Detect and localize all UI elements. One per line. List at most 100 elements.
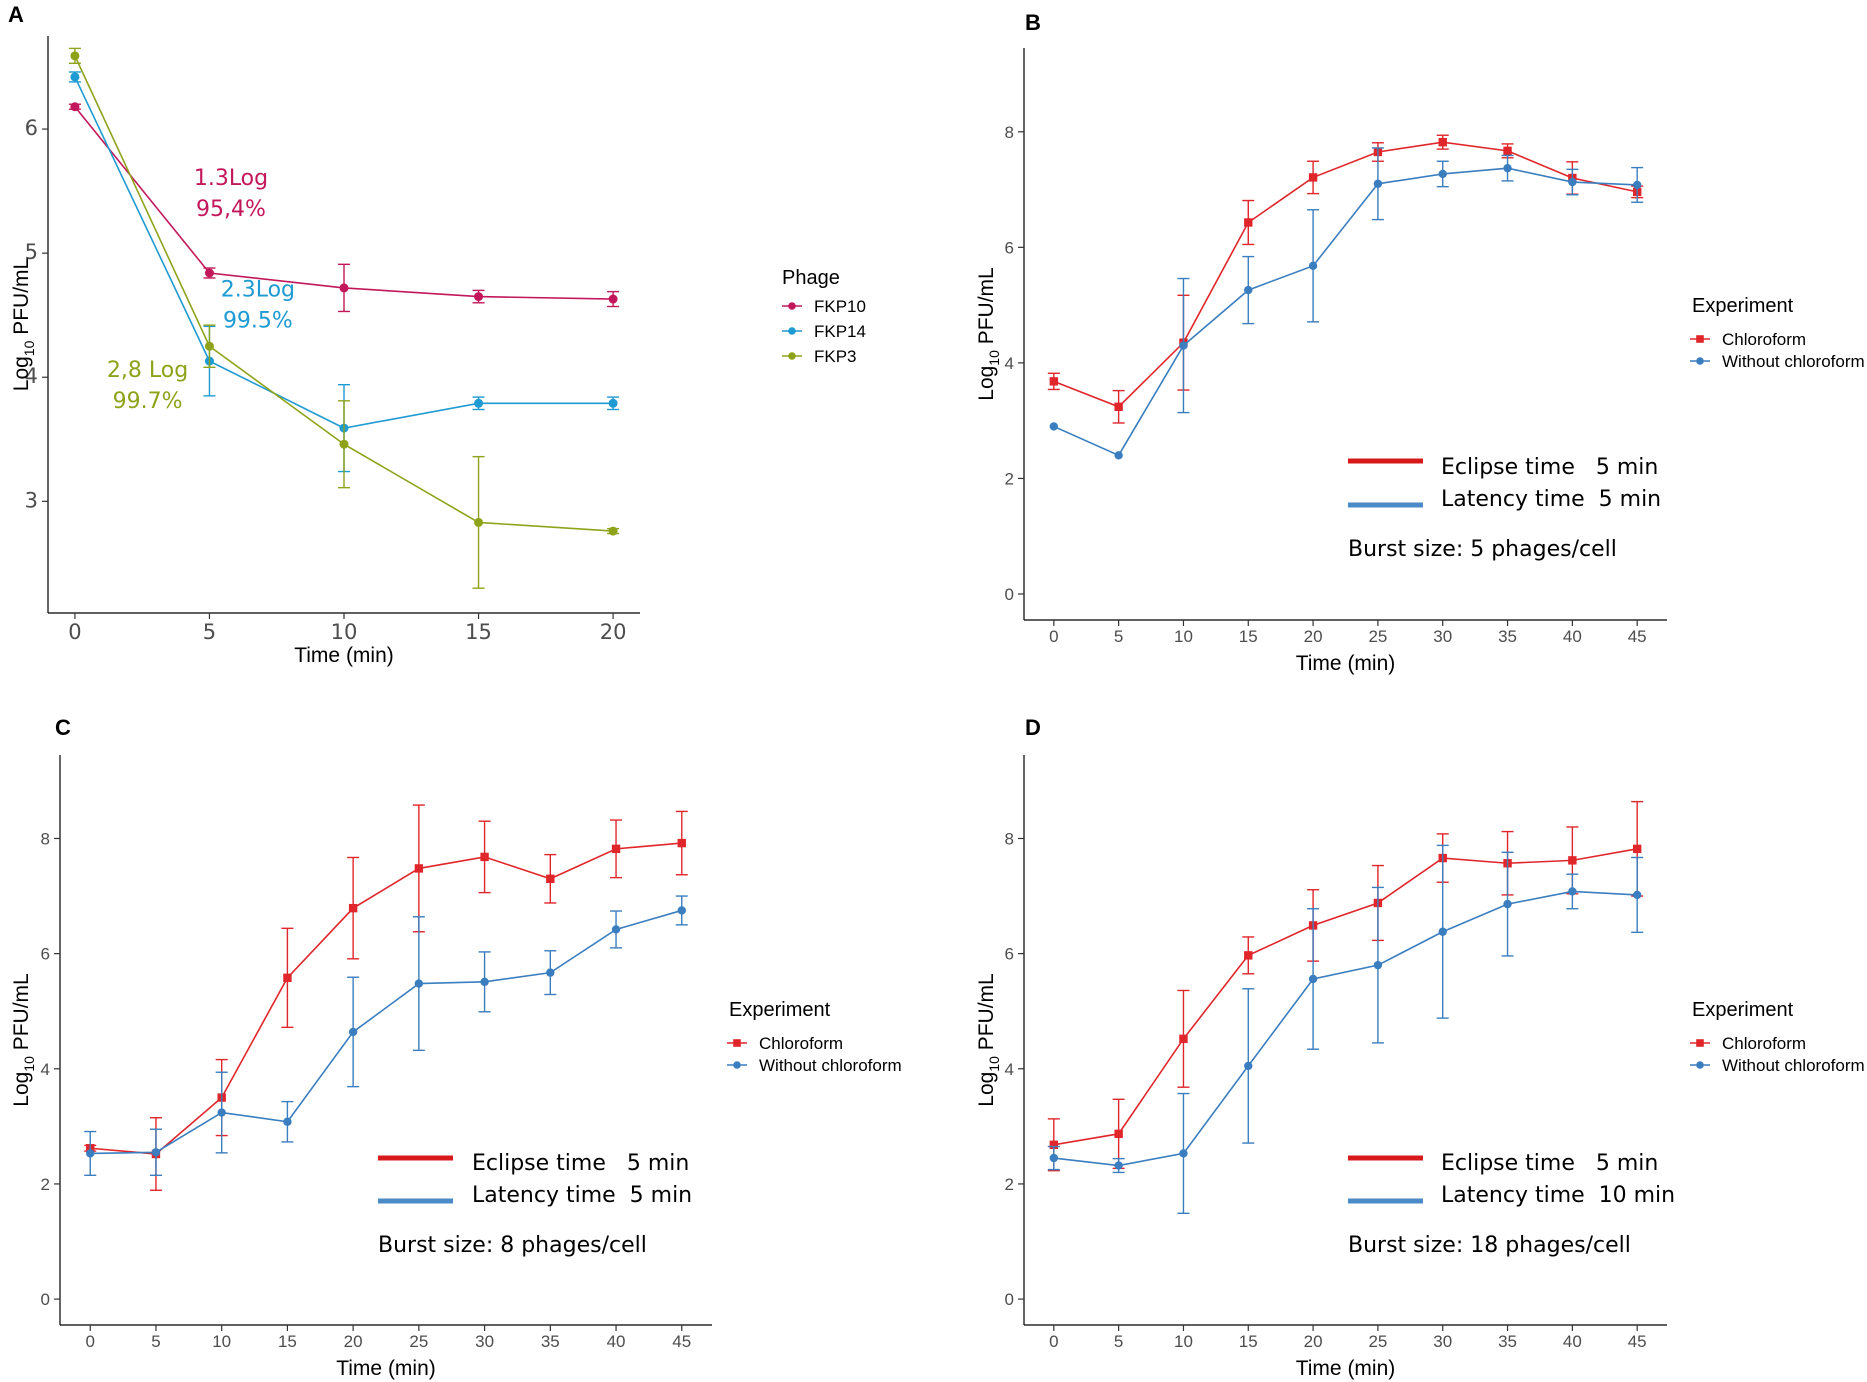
panel-a-data-point	[608, 526, 618, 536]
panel-d-data-point	[1503, 899, 1512, 909]
panel-b-x-tick-label: 30	[1433, 627, 1452, 646]
legend-item: Chloroform	[727, 1034, 843, 1053]
panel-a-annotation-text: 95,4%	[196, 197, 266, 222]
legend-item: FKP3	[782, 347, 857, 366]
panel-b-y-tick-label: 4	[1005, 354, 1014, 373]
legend-item: FKP14	[782, 322, 866, 341]
panel-d-legend-items: Chloroform Without chloroform	[1690, 1034, 1865, 1075]
panel-b-x-tick-label: 45	[1628, 627, 1647, 646]
panel-c-data-point	[611, 925, 621, 934]
panel-c-x-tick-label: 45	[672, 1332, 691, 1351]
panel-d-data-point	[1049, 1153, 1059, 1163]
panel-d-y-tick-label: 8	[1005, 829, 1014, 848]
legend-item: Without chloroform	[1690, 352, 1865, 371]
panel-c-data-point	[414, 979, 424, 988]
panel-a-annotation-text: 99.7%	[113, 389, 183, 414]
panel-b-data-point	[1308, 261, 1318, 271]
panel-a-data-point	[339, 439, 349, 449]
panel-a-y-tick-label: 4	[25, 364, 38, 388]
legend-label: FKP10	[814, 297, 866, 316]
panel-d-latency-time: Latency time 10 min	[1441, 1183, 1675, 1208]
panel-a-data-point	[70, 102, 80, 112]
panel-c-x-tick-label: 5	[151, 1332, 160, 1351]
panel-d-x-tick-label: 25	[1368, 1332, 1387, 1351]
panel-d-x-tick-label: 45	[1628, 1332, 1647, 1351]
panel-d-data-point	[1373, 960, 1383, 970]
panel-b-data-point	[1049, 377, 1059, 386]
panel-a-plot-area: 0 5 10 15 20 3 4 5 6	[25, 36, 640, 644]
panel-d-data-point	[1632, 890, 1642, 900]
panel-c-data-point	[414, 864, 424, 873]
panel-a-x-tick-label: 10	[331, 620, 358, 644]
panel-b-x-tick-label: 15	[1239, 627, 1258, 646]
panel-b-series-line-chloroform	[1053, 141, 1638, 408]
panel-d-data-point	[1568, 856, 1577, 865]
legend-label: Chloroform	[1722, 330, 1806, 349]
legend-label: Chloroform	[759, 1034, 843, 1053]
legend-label: Without chloroform	[1722, 352, 1865, 371]
panel-a-data-point	[204, 268, 214, 278]
panel-d-x-tick-label: 0	[1049, 1332, 1058, 1351]
panel-b-x-tick-label: 40	[1563, 627, 1582, 646]
panel-c-data-point	[283, 973, 292, 983]
panel-a-x-tick-label: 0	[68, 620, 81, 644]
panel-c-data-point	[546, 968, 555, 977]
panel-c-data-point	[546, 874, 555, 883]
panel-d-x-tick-label: 10	[1174, 1332, 1193, 1351]
panel-c-data-point	[611, 844, 621, 854]
panel-d-x-tick-label: 40	[1563, 1332, 1582, 1351]
panel-b: B 0 5 10 15 20 25 30 35 40 45 0 2 4 6 8 Time (min) Log…	[975, 10, 1865, 675]
panel-d-legend-title: Experiment	[1692, 999, 1794, 1021]
panel-b-data-point	[1503, 146, 1512, 156]
panel-b-x-tick-label: 25	[1368, 627, 1387, 646]
panel-b-x-axis-title: Time (min)	[1296, 652, 1396, 675]
panel-b-plot-area: 0 5 10 15 20 25 30 35 40 45 0 2 4 6 8	[1005, 48, 1667, 646]
panel-d-data-point	[1244, 1061, 1253, 1071]
panel-b-x-tick-label: 5	[1114, 627, 1123, 646]
panel-d-plot-area: 0 5 10 15 20 25 30 35 40 45 0 2 4 6 8	[1005, 755, 1667, 1351]
panel-c-x-tick-label: 30	[475, 1332, 494, 1351]
panel-c-info-box: Eclipse time 5 min Latency time 5 min Bu…	[378, 1151, 692, 1258]
panel-d-letter: D	[1025, 715, 1041, 740]
panel-c-data-point	[480, 852, 489, 862]
panel-c-data-point	[348, 903, 358, 913]
panel-b-y-tick-label: 0	[1005, 585, 1014, 604]
panel-b-info-box: Eclipse time 5 min Latency time 5 min Bu…	[1348, 455, 1661, 562]
legend-item: Chloroform	[1690, 1034, 1806, 1053]
panel-c-data-point	[217, 1108, 226, 1117]
panel-a-annotations: 1.3Log 95,4% 2.3Log 99.5% 2,8 Log 99.7%	[107, 166, 295, 414]
panel-d-y-tick-label: 2	[1005, 1175, 1014, 1194]
panel-c-data-point	[348, 1027, 358, 1037]
panel-d-burst-size: Burst size: 18 phages/cell	[1348, 1233, 1631, 1258]
panel-b-data-point	[1179, 341, 1188, 350]
panel-b-y-axis-title: Log10 PFU/mL	[975, 267, 1002, 400]
panel-a-x-tick-label: 20	[600, 620, 627, 644]
panel-a-x-tick-label: 15	[465, 620, 492, 644]
panel-c-x-tick-label: 40	[607, 1332, 626, 1351]
panel-c-series	[84, 804, 688, 1191]
panel-d-y-tick-label: 4	[1005, 1060, 1014, 1079]
panel-c-series-line-chloroform	[90, 842, 682, 1155]
panel-d-data-point	[1179, 1149, 1188, 1158]
panel-c-legend-title: Experiment	[729, 999, 831, 1021]
legend-swatch-marker	[733, 1061, 741, 1069]
panel-c-y-tick-label: 8	[41, 829, 50, 848]
legend-swatch-marker	[1696, 357, 1704, 365]
panel-c-y-tick-label: 2	[41, 1175, 50, 1194]
legend-item: Without chloroform	[727, 1056, 902, 1075]
panel-b-ticks: 0 5 10 15 20 25 30 35 40 45 0 2 4 6 8	[1005, 123, 1647, 646]
panel-a-x-axis-title: Time (min)	[294, 644, 394, 667]
panel-b-latency-time: Latency time 5 min	[1441, 487, 1661, 512]
panel-b-data-point	[1114, 451, 1123, 460]
panel-c-data-point	[677, 906, 686, 915]
panel-a-x-tick-label: 5	[203, 620, 216, 644]
panel-c-x-tick-label: 0	[85, 1332, 94, 1351]
panel-c-x-tick-label: 25	[409, 1332, 428, 1351]
panel-b-data-point	[1244, 218, 1253, 227]
panel-a-data-point	[204, 341, 214, 351]
panel-c-x-tick-label: 35	[541, 1332, 560, 1351]
panel-c-x-tick-label: 10	[212, 1332, 231, 1351]
legend-label: FKP3	[814, 347, 857, 366]
panel-a-data-point	[70, 51, 80, 61]
panel-a-annotation-text: 99.5%	[223, 309, 293, 334]
